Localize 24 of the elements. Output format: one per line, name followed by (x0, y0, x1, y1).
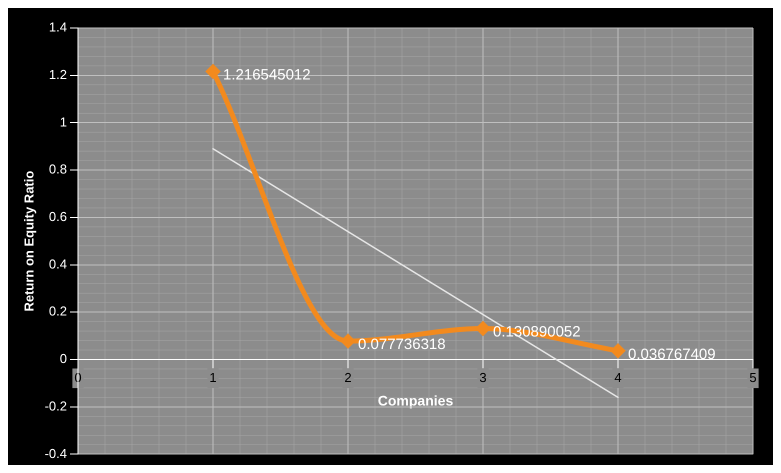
y-tick-label: 0.6 (48, 209, 67, 224)
x-tick-label: 2 (344, 370, 352, 385)
x-tick-label: 1 (209, 370, 217, 385)
point (610, 343, 626, 358)
y-tick-label: 0 (60, 351, 67, 366)
y-tick-label: 1 (60, 114, 67, 130)
data-label: 0.036767409 (628, 346, 716, 363)
x-axis-title: Companies (378, 392, 454, 408)
data-label: 0.077736318 (358, 336, 446, 354)
x-tick-label: 3 (479, 370, 487, 385)
y-axis-title: Return on Equity Ratio (21, 170, 36, 312)
y-tick-label: 1.4 (48, 20, 67, 35)
data-label: 1.216545012 (223, 66, 311, 84)
y-tick-label: 1.2 (48, 66, 67, 82)
x-tick-label: 5 (749, 370, 757, 385)
y-tick-label: 0.4 (48, 256, 67, 272)
y-tick-label: -0.4 (44, 446, 67, 461)
y-tick-label: 0.2 (48, 304, 67, 319)
point (340, 334, 356, 349)
y-tick-label: 0.8 (48, 162, 67, 177)
x-tick-label: 4 (614, 370, 622, 385)
point (476, 320, 490, 336)
y-tick-label: -0.2 (44, 398, 67, 414)
point (206, 64, 220, 79)
